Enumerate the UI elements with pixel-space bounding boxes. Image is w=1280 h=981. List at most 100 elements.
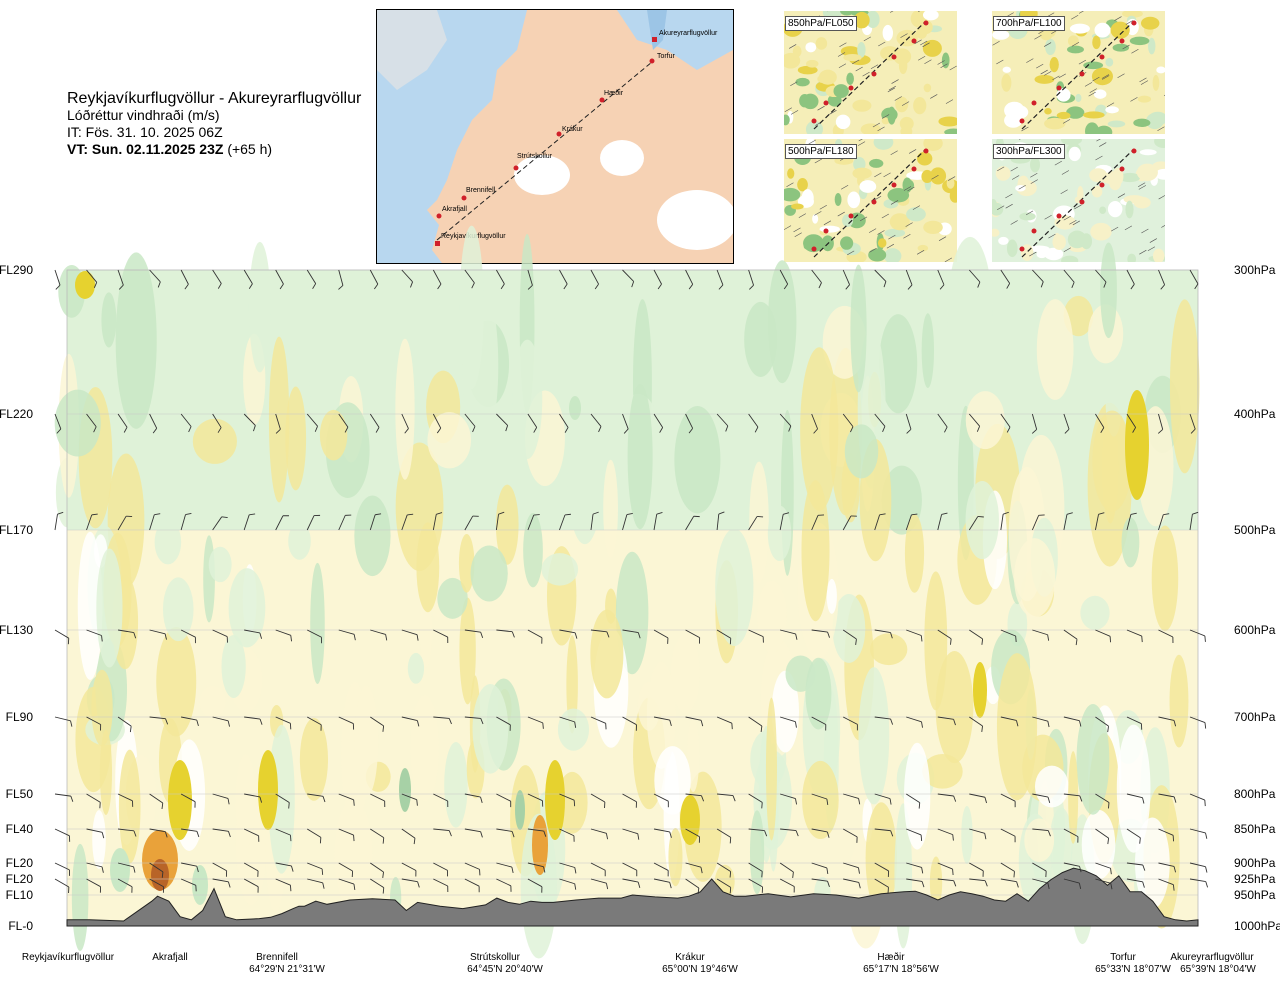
field-blob — [684, 771, 722, 882]
wind-barb — [401, 828, 416, 845]
panel-field-blob — [869, 158, 884, 168]
field-blob — [557, 708, 590, 751]
wind-barb — [590, 828, 609, 840]
wind-barb — [433, 629, 449, 644]
wind-barb — [243, 828, 260, 842]
panel-field-blob — [883, 248, 902, 262]
wind-barb — [1032, 878, 1050, 889]
wind-barb — [811, 514, 825, 531]
map-label-torfur: Torfur — [657, 53, 676, 60]
panel-waypoint — [1031, 228, 1037, 234]
wind-barb — [685, 629, 701, 644]
wind-barb — [653, 862, 669, 877]
location-coord: 65°17'N 18°56'W — [863, 964, 939, 975]
panel-barb — [1131, 48, 1139, 54]
fl-tick-label: FL170 — [0, 523, 33, 537]
field-blob — [1143, 785, 1180, 929]
wind-barb — [527, 716, 544, 729]
fl-tick-label: FL20 — [6, 872, 34, 886]
wind-barb — [1000, 862, 1015, 878]
panel-field-blob — [929, 167, 947, 185]
panel-field-blob — [1139, 149, 1157, 156]
wind-barb — [779, 269, 789, 290]
field-blob — [529, 790, 566, 908]
panel-field-blob — [784, 114, 790, 126]
panel-waypoint — [891, 182, 897, 188]
field-blob — [444, 741, 468, 828]
panel-barb — [837, 211, 845, 217]
wind-barb — [464, 629, 484, 639]
panel-field-blob — [938, 116, 957, 127]
field-blob — [841, 452, 860, 523]
panel-barb — [1092, 76, 1100, 82]
wind-barb — [464, 269, 475, 289]
field-blob — [419, 593, 433, 668]
field-blob — [894, 803, 913, 949]
title-block: Reykjavíkurflugvöllur - Akureyrarflugvöl… — [67, 90, 387, 158]
field-blob — [334, 799, 373, 911]
valid-time-value: VT: Sun. 02.11.2025 23Z — [67, 141, 224, 157]
wind-barb — [243, 878, 259, 893]
field-blob — [1026, 786, 1047, 872]
wind-barb — [369, 269, 379, 290]
field-cell — [399, 768, 411, 812]
route-map-svg: Akureyrarflugvöllur Torfur Hæðir Krákur … — [377, 10, 733, 263]
wind-barb — [968, 269, 981, 288]
panel-barb — [1102, 75, 1110, 80]
location-name: Torfur — [1110, 952, 1136, 963]
wind-barb — [527, 514, 540, 531]
wind-barb — [811, 716, 827, 731]
wind-barb — [464, 862, 481, 876]
field-cell — [258, 750, 278, 830]
panel-barb — [1030, 179, 1038, 184]
panel-field-blob — [919, 20, 933, 35]
panel-field-blob — [1095, 125, 1113, 134]
field-blob — [957, 405, 974, 561]
panel-barb — [878, 41, 886, 47]
wind-barb — [716, 828, 732, 844]
location-coord: 65°33'N 18°07'W — [1095, 964, 1171, 975]
wind-barb — [370, 716, 385, 732]
panel-barb — [837, 52, 846, 57]
wind-barb — [212, 629, 228, 643]
panel-barb — [937, 60, 945, 65]
panel-barb — [1138, 185, 1146, 190]
panel-barb — [947, 176, 956, 181]
field-blob — [1024, 818, 1055, 863]
panel-field-blob — [1069, 23, 1090, 34]
wind-barb — [1126, 512, 1137, 531]
wind-barb — [1000, 413, 1011, 433]
wind-barb — [117, 629, 137, 639]
panel-field-blob — [1112, 43, 1130, 52]
field-blob — [95, 637, 128, 742]
fl-tick-label: FL-0 — [8, 919, 33, 933]
wind-barb — [716, 716, 733, 730]
wind-barb — [212, 516, 228, 531]
wind-barb — [370, 878, 385, 894]
panel-field-blob — [922, 39, 942, 57]
field-blob — [785, 655, 816, 692]
panel-route-line — [1021, 20, 1135, 130]
field-blob — [103, 532, 132, 647]
field-blob — [802, 658, 841, 799]
wind-barb — [1032, 629, 1050, 641]
wind-barb — [212, 862, 228, 877]
field-blob — [646, 661, 676, 769]
panel-field-blob — [1091, 185, 1103, 198]
wind-barb — [653, 793, 669, 808]
panel-barb — [1061, 170, 1070, 175]
wind-barb — [1000, 878, 1019, 888]
wind-barb — [401, 513, 414, 531]
field-blob — [390, 876, 402, 920]
wind-barb — [748, 878, 763, 893]
wind-barb — [338, 413, 349, 433]
panel-barb — [1161, 225, 1165, 228]
wind-barb — [622, 862, 638, 877]
wind-barb — [937, 716, 956, 726]
wind-barb — [1063, 828, 1079, 843]
field-blob — [758, 725, 774, 863]
wind-barb — [527, 629, 543, 644]
field-blob — [554, 270, 591, 384]
wind-barb — [1063, 793, 1083, 802]
wind-barb — [117, 515, 133, 531]
